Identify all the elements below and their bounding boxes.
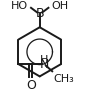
Text: H: H [40,55,49,65]
Text: HO: HO [11,1,28,11]
Text: O: O [26,79,36,92]
Text: N: N [40,58,49,71]
Text: CH₃: CH₃ [54,74,74,84]
Text: OH: OH [51,1,68,11]
Text: B: B [35,7,44,20]
